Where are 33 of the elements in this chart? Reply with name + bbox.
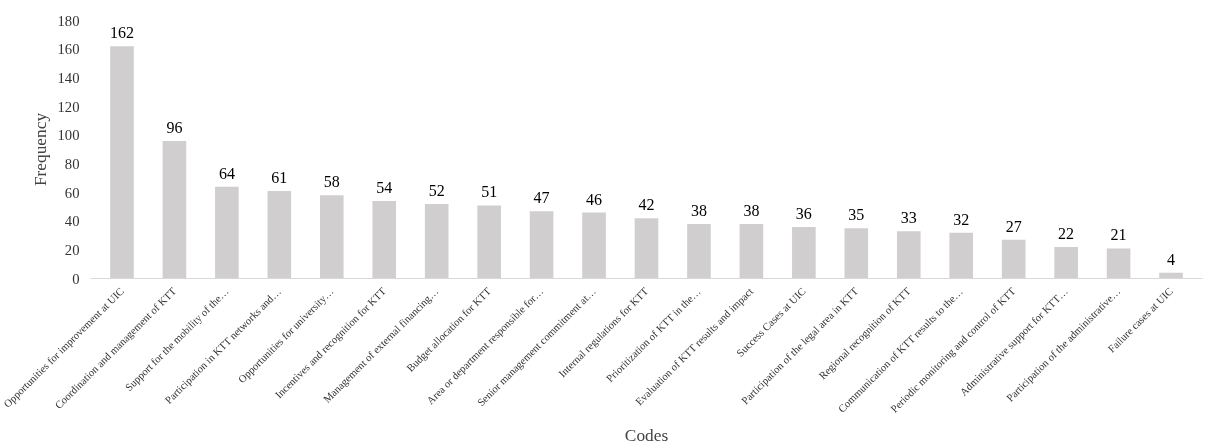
data-label: 33 — [900, 209, 917, 227]
y-tick-label: 140 — [57, 69, 80, 86]
data-label: 35 — [848, 206, 865, 224]
data-label: 96 — [166, 118, 183, 136]
data-label: 162 — [109, 24, 134, 42]
y-tick-label: 20 — [64, 241, 80, 258]
data-label: 42 — [638, 196, 655, 214]
y-tick-label: 40 — [64, 213, 80, 230]
data-label: 61 — [271, 169, 288, 187]
data-label: 4 — [1167, 250, 1176, 268]
data-label: 64 — [218, 164, 235, 182]
data-label: 51 — [481, 183, 498, 201]
y-tick-label: 60 — [64, 184, 80, 201]
y-tick-label: 160 — [57, 41, 80, 58]
y-tick-label: 100 — [57, 127, 80, 144]
data-label: 52 — [428, 181, 445, 199]
data-label: 22 — [1058, 224, 1075, 242]
x-axis-title: Codes — [624, 426, 669, 446]
data-label: 47 — [533, 189, 550, 207]
data-label: 32 — [953, 210, 970, 228]
data-label: 38 — [743, 202, 760, 220]
y-tick-label: 120 — [57, 98, 80, 115]
data-label: 46 — [586, 190, 603, 208]
data-label: 54 — [376, 179, 393, 197]
y-tick-label: 180 — [57, 12, 80, 29]
data-label: 36 — [795, 204, 812, 222]
data-label: 27 — [1005, 217, 1022, 235]
y-axis-title: Frequency — [30, 112, 50, 187]
y-tick-label: 0 — [72, 270, 80, 287]
data-label: 38 — [690, 202, 707, 220]
data-label: 58 — [323, 173, 340, 191]
y-tick-label: 80 — [64, 155, 80, 172]
data-label: 21 — [1110, 226, 1127, 244]
